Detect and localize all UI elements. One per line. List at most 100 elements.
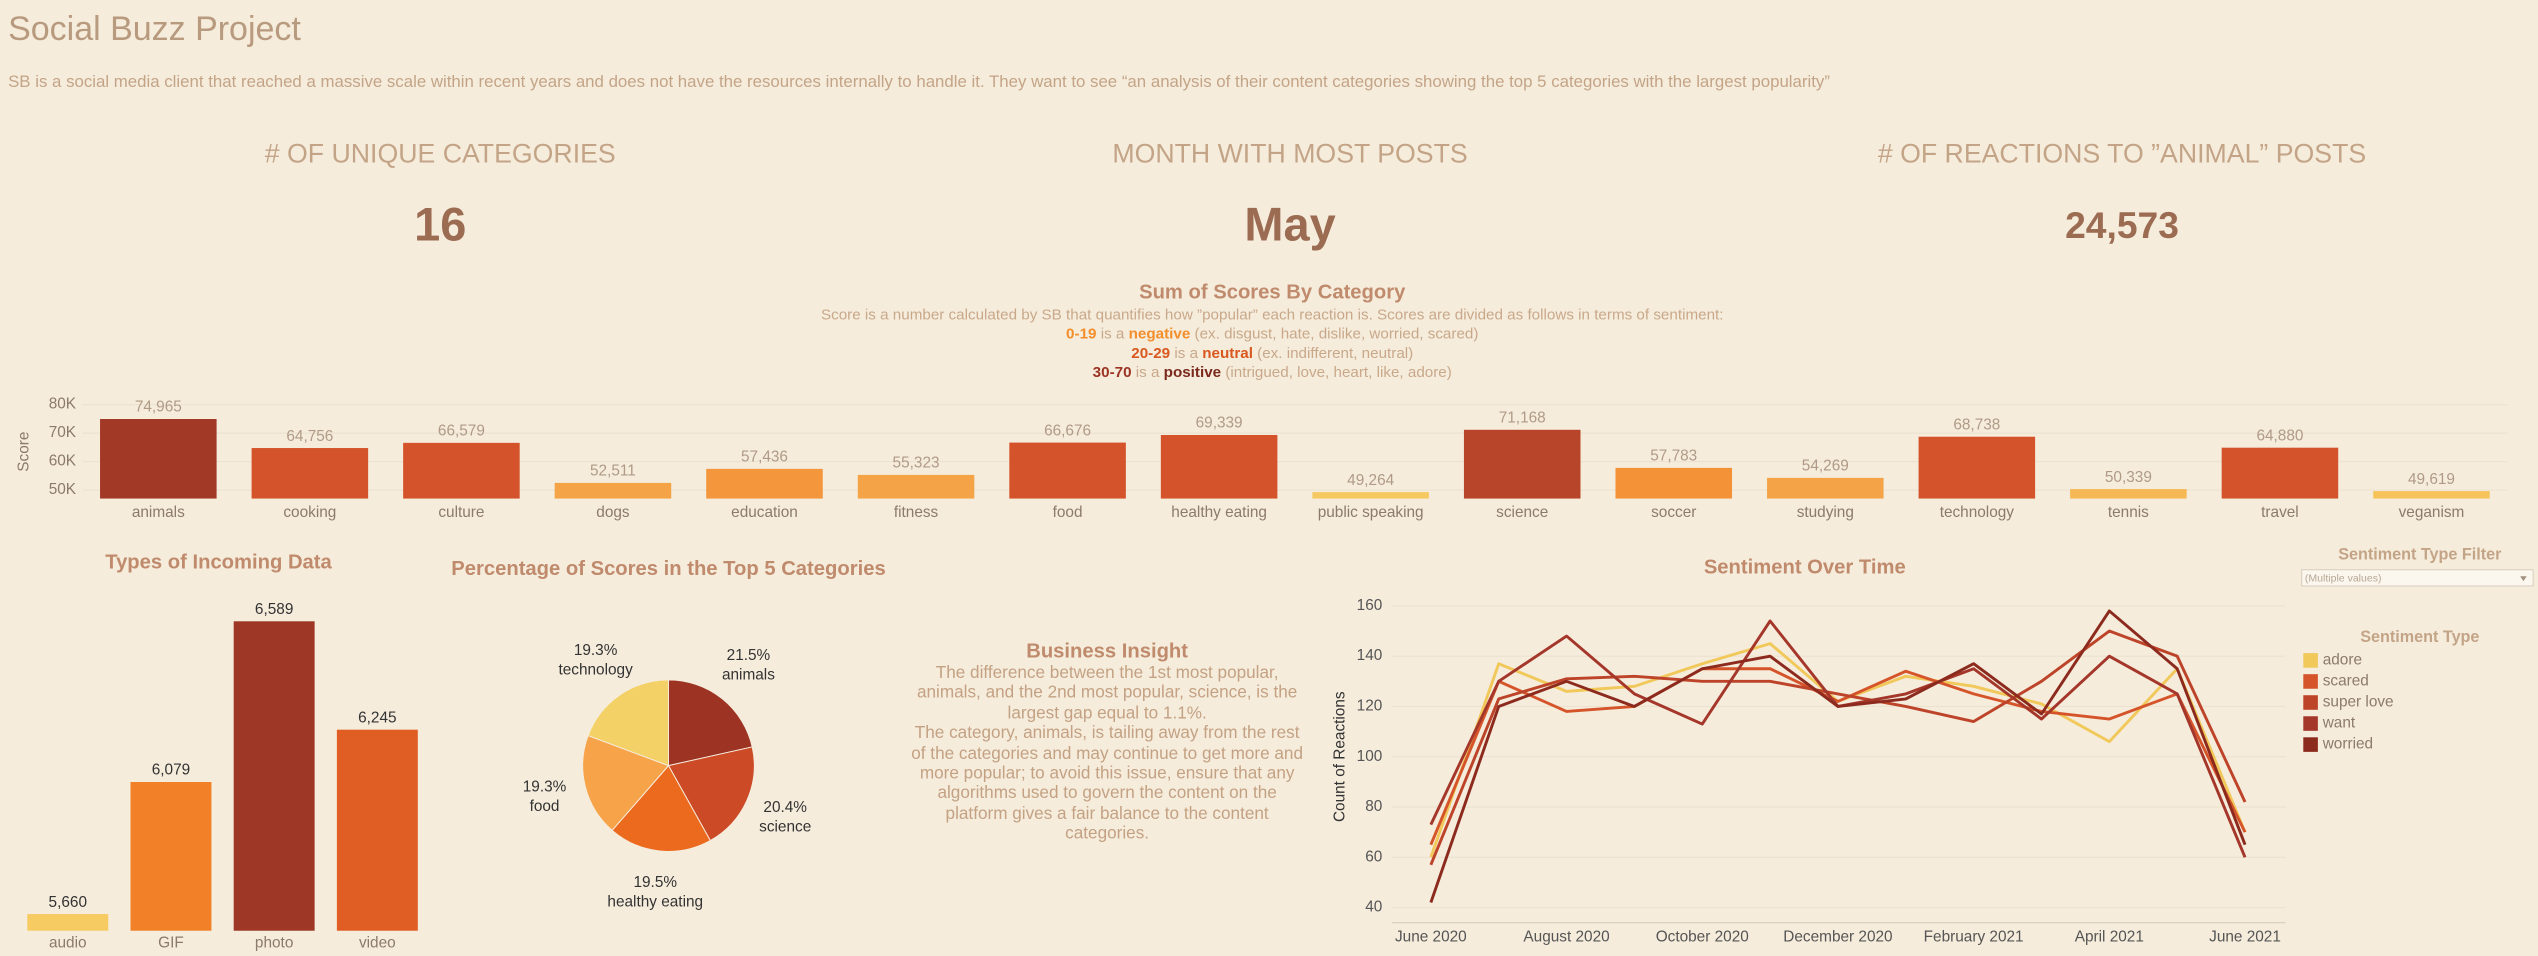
pie-slice	[667, 746, 755, 842]
value-label: 54,269	[1802, 458, 1849, 475]
bar	[2070, 489, 2187, 499]
chart-subtitle: Score is a number calculated by SB that …	[821, 307, 1724, 324]
subtitle-segment: 20-29	[1131, 345, 1170, 362]
filter-value[interactable]: (Multiple values)	[2305, 572, 2382, 584]
x-tick-label: soccer	[1651, 504, 1696, 521]
x-tick-label: October 2020	[1656, 928, 1749, 945]
bar	[706, 468, 823, 499]
chart-title: Sum of Scores By Category	[1139, 281, 1406, 303]
legend-swatch	[2303, 653, 2318, 668]
value-label: 52,511	[590, 463, 636, 480]
value-label: 55,323	[893, 455, 940, 472]
subtitle-segment: is a	[1132, 364, 1164, 381]
legend-title: Sentiment Type	[2360, 628, 2479, 646]
chart-subtitle: 20-29 is a neutral (ex. indifferent, neu…	[1131, 345, 1413, 362]
bar	[1160, 435, 1278, 499]
kpi-value: 16	[414, 199, 466, 251]
insight-paragraph: The category, animals, is tailing away f…	[911, 723, 1304, 844]
value-label: 50,339	[2105, 469, 2152, 486]
y-tick-label: 80	[1365, 798, 1382, 815]
x-tick-label: photo	[255, 935, 293, 952]
value-label: 66,579	[438, 423, 485, 440]
legend-swatch	[2303, 695, 2318, 710]
bar	[1463, 429, 1581, 499]
slice-category-label: technology	[558, 661, 633, 678]
x-tick-label: studying	[1797, 504, 1854, 521]
x-tick-label: video	[359, 935, 396, 952]
subtitle-segment: (ex. disgust, hate, dislike, worried, sc…	[1190, 326, 1478, 343]
kpi-value: 24,573	[2065, 204, 2179, 246]
x-tick-label: technology	[1940, 504, 2015, 521]
x-tick-label: public speaking	[1318, 504, 1424, 521]
slice-category-label: healthy eating	[607, 894, 703, 911]
y-tick-label: 50K	[49, 481, 77, 498]
pie-slice	[587, 679, 669, 767]
slice-category-label: science	[759, 819, 811, 836]
insight-title: Business Insight	[1026, 641, 1188, 663]
bar	[1767, 477, 1884, 499]
x-tick-label: veganism	[2399, 504, 2465, 521]
slice-category-label: food	[530, 798, 560, 815]
bar	[403, 442, 520, 499]
x-tick-label: February 2021	[1924, 928, 2024, 945]
kpi-label: MONTH WITH MOST POSTS	[1112, 138, 1467, 168]
slice-value-label: 19.3%	[523, 778, 567, 795]
kpi-label: # OF REACTIONS TO ”ANIMAL” POSTS	[1878, 138, 2366, 168]
legend-label: super love	[2323, 694, 2394, 711]
bar	[1918, 436, 2036, 499]
value-label: 69,339	[1196, 415, 1243, 432]
bar	[336, 729, 418, 931]
legend-label: adore	[2323, 651, 2362, 668]
pie-slice	[668, 679, 753, 767]
x-tick-label: audio	[49, 935, 87, 952]
subtitle-segment: (ex. indifferent, neutral)	[1253, 345, 1413, 362]
x-tick-label: science	[1496, 504, 1548, 521]
pie-slice	[582, 734, 670, 832]
chart-title: Types of Incoming Data	[105, 552, 332, 574]
bar	[100, 419, 217, 499]
x-tick-label: dogs	[596, 504, 630, 521]
series-line	[1429, 609, 2247, 904]
description: SB is a social media client that reached…	[8, 72, 1830, 91]
filter-dropdown[interactable]	[2301, 569, 2534, 587]
value-label: 68,738	[1953, 416, 2000, 433]
chart-subtitle: 30-70 is a positive (intrigued, love, he…	[1093, 364, 1452, 381]
bar	[554, 482, 672, 499]
y-tick-label: 160	[1357, 597, 1383, 614]
subtitle-segment: is a	[1096, 326, 1128, 343]
bar	[27, 914, 109, 931]
y-tick-label: 80K	[49, 396, 77, 413]
legend-label: worried	[2322, 736, 2373, 753]
y-tick-label: 100	[1357, 748, 1383, 765]
bar	[1615, 467, 1733, 499]
x-tick-label: December 2020	[1783, 928, 1892, 945]
y-tick-label: 60K	[49, 453, 77, 470]
x-tick-label: tennis	[2108, 504, 2149, 521]
y-tick-label: 140	[1357, 647, 1383, 664]
dropdown-arrow[interactable]	[2520, 576, 2527, 582]
y-tick-label: 120	[1357, 698, 1383, 715]
legend-label: want	[2322, 715, 2356, 732]
y-tick-label: 70K	[49, 424, 77, 441]
x-tick-label: culture	[438, 504, 484, 521]
x-tick-label: August 2020	[1523, 928, 1609, 945]
subtitle-segment: negative	[1129, 326, 1191, 343]
legend-swatch	[2303, 716, 2318, 731]
bar	[2221, 447, 2339, 499]
insight-box: The difference between the 1st most popu…	[911, 664, 1304, 844]
slice-value-label: 19.3%	[574, 642, 618, 659]
filter-title: Sentiment Type Filter	[2338, 545, 2502, 563]
series-line	[1429, 667, 2247, 846]
value-label: 49,619	[2408, 471, 2455, 488]
y-axis-label: Score	[15, 432, 32, 472]
subtitle-segment: 0-19	[1066, 326, 1096, 343]
x-tick-label: animals	[132, 504, 185, 521]
y-tick-label: 40	[1365, 899, 1382, 916]
kpi-value: May	[1244, 199, 1335, 251]
subtitle-segment: Score is a number calculated by SB that …	[821, 307, 1724, 324]
legend-swatch	[2303, 674, 2318, 689]
chart-title: Percentage of Scores in the Top 5 Catego…	[451, 558, 885, 580]
value-label: 71,168	[1499, 410, 1546, 427]
value-label: 5,660	[49, 894, 87, 911]
